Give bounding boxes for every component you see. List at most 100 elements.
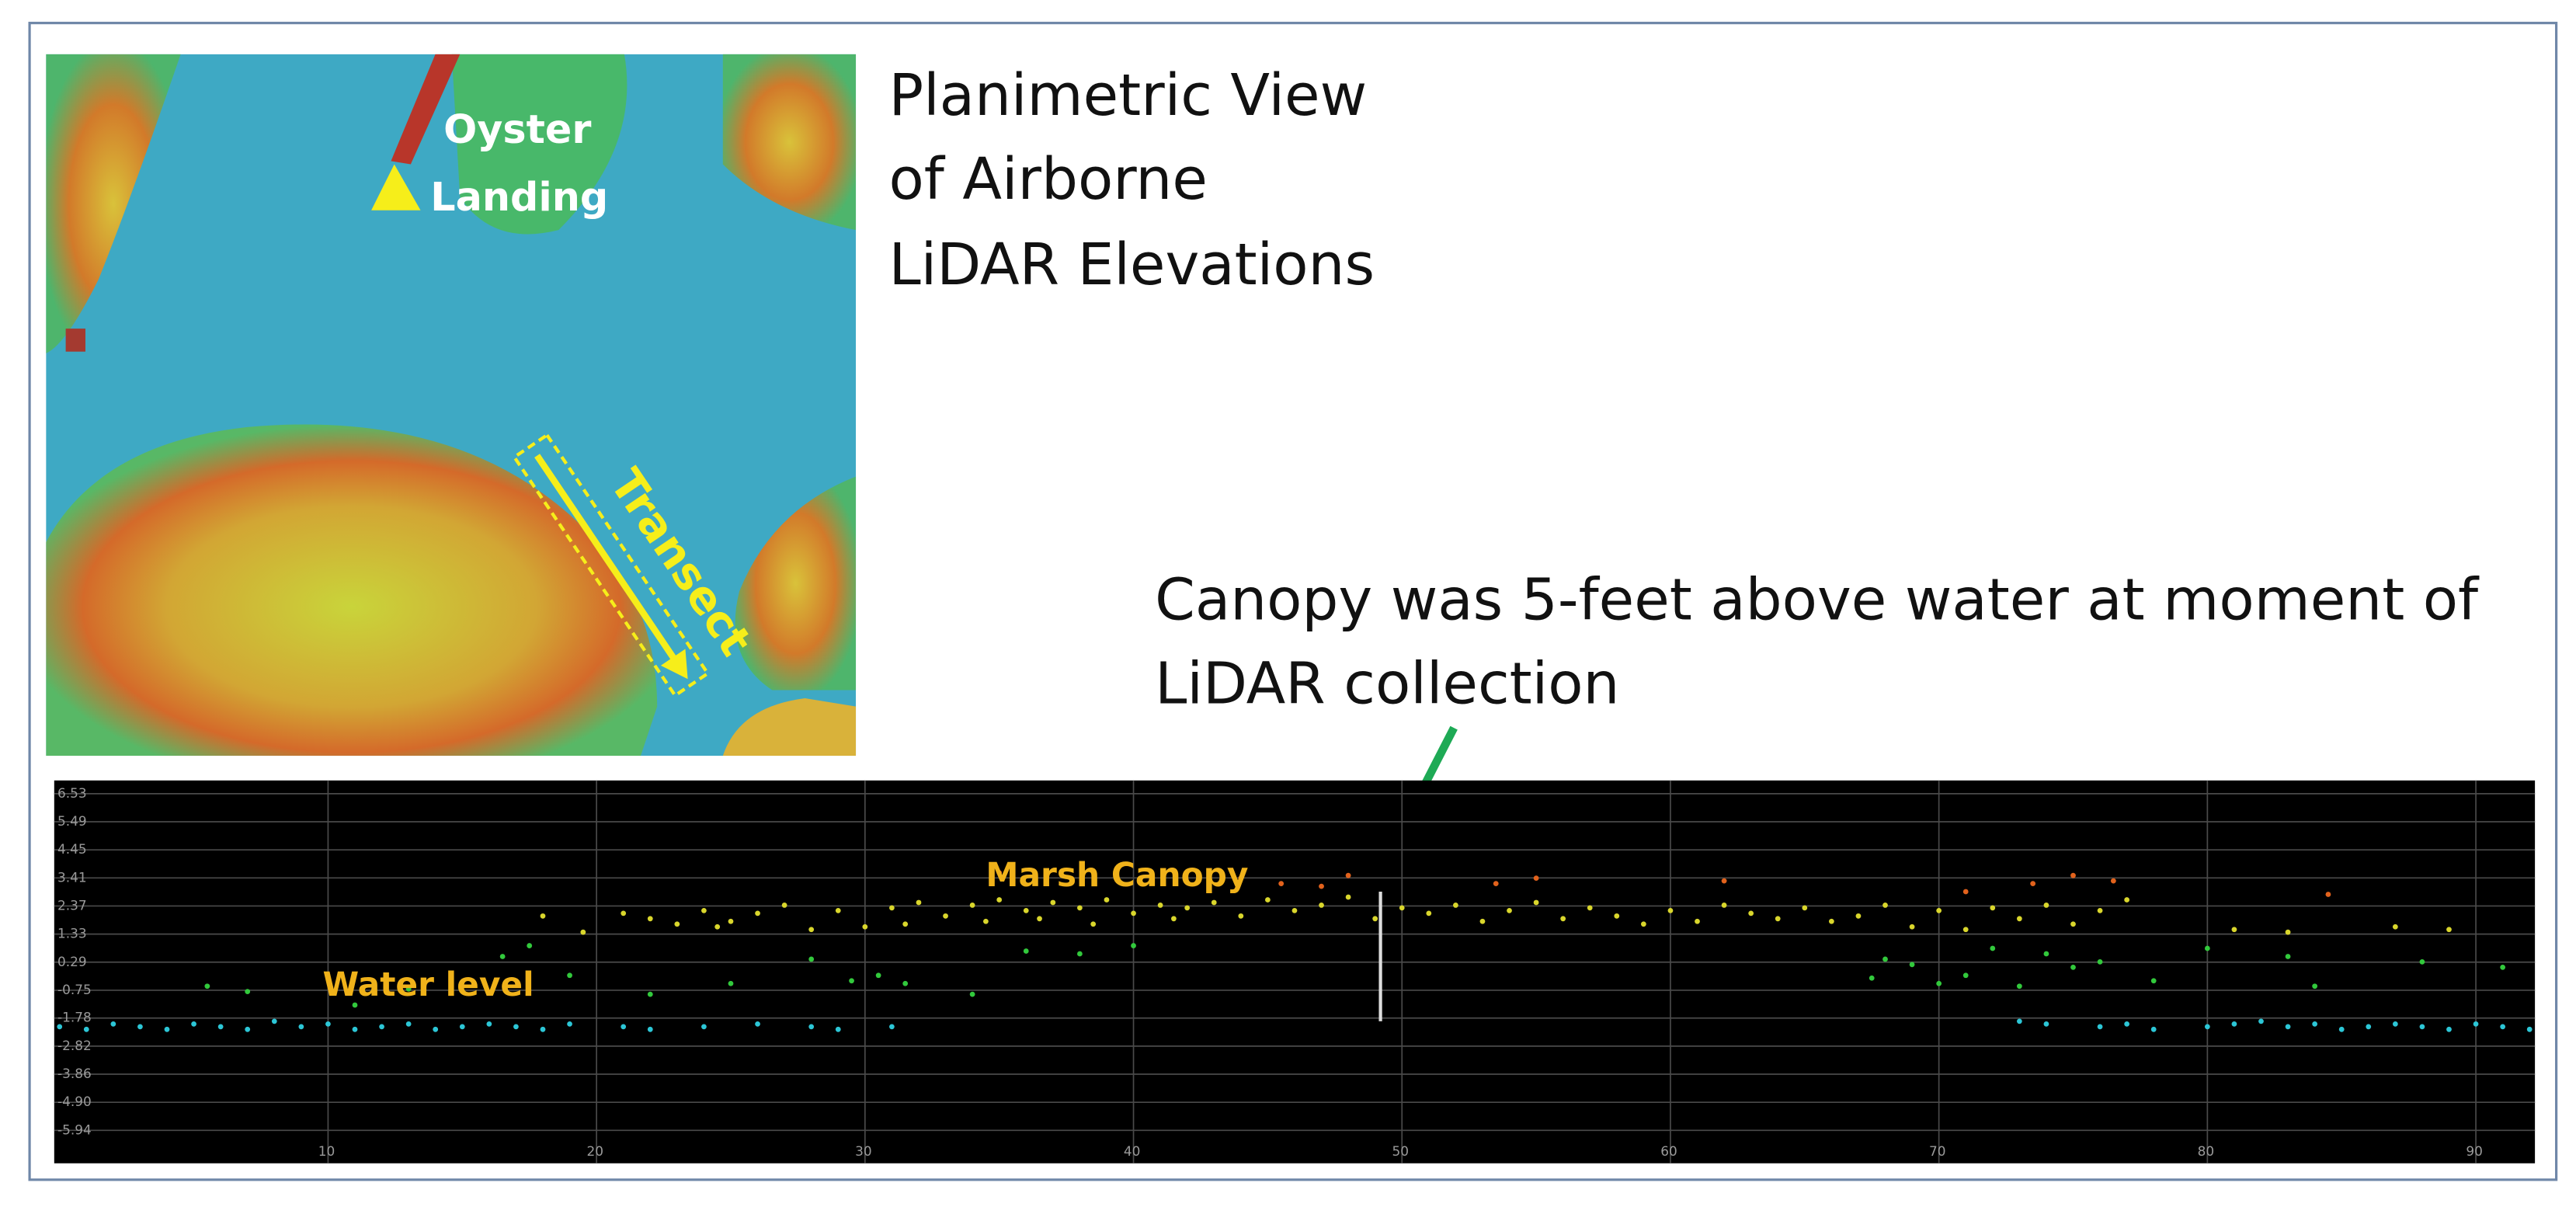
point	[2419, 959, 2425, 965]
point	[298, 1024, 304, 1030]
point	[674, 921, 680, 927]
point	[2500, 964, 2506, 970]
point	[567, 972, 572, 979]
y-tick-label: 1.33	[57, 926, 87, 941]
point	[271, 1018, 277, 1024]
point	[433, 1026, 439, 1032]
point	[1171, 916, 1177, 922]
x-tick-label: 70	[1929, 1143, 1946, 1159]
x-tick-label: 10	[318, 1143, 335, 1159]
point	[647, 1026, 653, 1032]
point	[1962, 972, 1969, 979]
map-pier	[391, 54, 461, 165]
point	[2204, 945, 2210, 951]
point	[1614, 913, 1620, 919]
point	[499, 954, 506, 959]
point	[1855, 913, 1862, 919]
transect-arrow-head	[660, 649, 688, 680]
point	[2285, 954, 2291, 959]
point	[1560, 916, 1566, 922]
map-label: Landing	[430, 174, 608, 220]
point	[1748, 910, 1754, 917]
plot: 6.53 5.49 4.45 3.41 2.37 1.33 0.29 -0.75 -1.78 -2…	[54, 780, 2536, 1164]
callout: LiDAR collection	[1155, 650, 1619, 717]
point	[943, 913, 948, 919]
point	[808, 1024, 815, 1030]
point	[1050, 899, 1056, 906]
point	[1399, 905, 1405, 911]
point	[379, 1024, 384, 1030]
point	[83, 1026, 89, 1032]
point	[2097, 907, 2103, 913]
point	[1533, 899, 1539, 906]
point	[2070, 872, 2076, 878]
point	[1936, 980, 1942, 986]
x-tick-label: 20	[586, 1143, 603, 1159]
point	[1023, 948, 1029, 954]
point	[1909, 962, 1915, 968]
point	[1962, 927, 1969, 933]
point	[2231, 927, 2237, 933]
point	[889, 905, 895, 911]
point	[755, 1021, 760, 1027]
point	[714, 924, 721, 930]
transect-box	[512, 433, 711, 698]
map-land	[451, 54, 627, 235]
point	[969, 903, 975, 908]
point	[1090, 921, 1097, 927]
point	[2446, 927, 2452, 933]
point	[1345, 872, 1351, 878]
point	[1077, 951, 1083, 957]
point	[1990, 905, 1996, 911]
point	[1493, 881, 1499, 886]
point	[1278, 881, 1285, 886]
point	[2285, 929, 2291, 935]
point	[781, 903, 787, 908]
point	[540, 913, 546, 919]
heading: of Airborne	[888, 146, 1207, 213]
point	[1936, 907, 1942, 913]
heading: LiDAR Elevations	[888, 231, 1375, 298]
transect-arrow	[534, 454, 681, 666]
y-tick-label: 0.29	[57, 954, 87, 969]
y-tick-label: -1.78	[57, 1010, 92, 1025]
point	[1238, 913, 1244, 919]
point	[1131, 910, 1136, 917]
point	[405, 986, 412, 992]
point	[983, 918, 989, 924]
point	[2070, 964, 2076, 970]
y-tick-label: 3.41	[57, 869, 87, 885]
y-tick-label: -5.94	[57, 1122, 92, 1137]
point	[2150, 978, 2157, 984]
point	[2204, 1024, 2210, 1030]
point	[1265, 897, 1271, 903]
annotation: Water level	[323, 965, 534, 1004]
point	[1882, 903, 1888, 908]
point	[405, 1021, 412, 1027]
point	[527, 943, 533, 948]
point	[1533, 875, 1539, 882]
point	[204, 983, 210, 990]
point	[1990, 945, 1996, 951]
point	[1775, 916, 1781, 922]
point	[2446, 1026, 2452, 1032]
point	[1882, 956, 1888, 962]
point	[808, 927, 815, 933]
point	[1319, 903, 1324, 908]
point	[1238, 875, 1244, 882]
point	[2016, 983, 2022, 990]
y-tick-label: 4.45	[57, 841, 87, 857]
point	[2110, 878, 2116, 884]
point	[1319, 883, 1324, 889]
point	[2231, 1021, 2237, 1027]
point	[2124, 897, 2130, 903]
point	[110, 1021, 116, 1027]
point	[2312, 1021, 2318, 1027]
point	[1479, 918, 1486, 924]
point	[835, 1026, 841, 1032]
point	[2043, 1021, 2049, 1027]
point	[2097, 1024, 2103, 1030]
point	[2043, 951, 2049, 957]
point	[1291, 907, 1298, 913]
point	[902, 921, 909, 927]
